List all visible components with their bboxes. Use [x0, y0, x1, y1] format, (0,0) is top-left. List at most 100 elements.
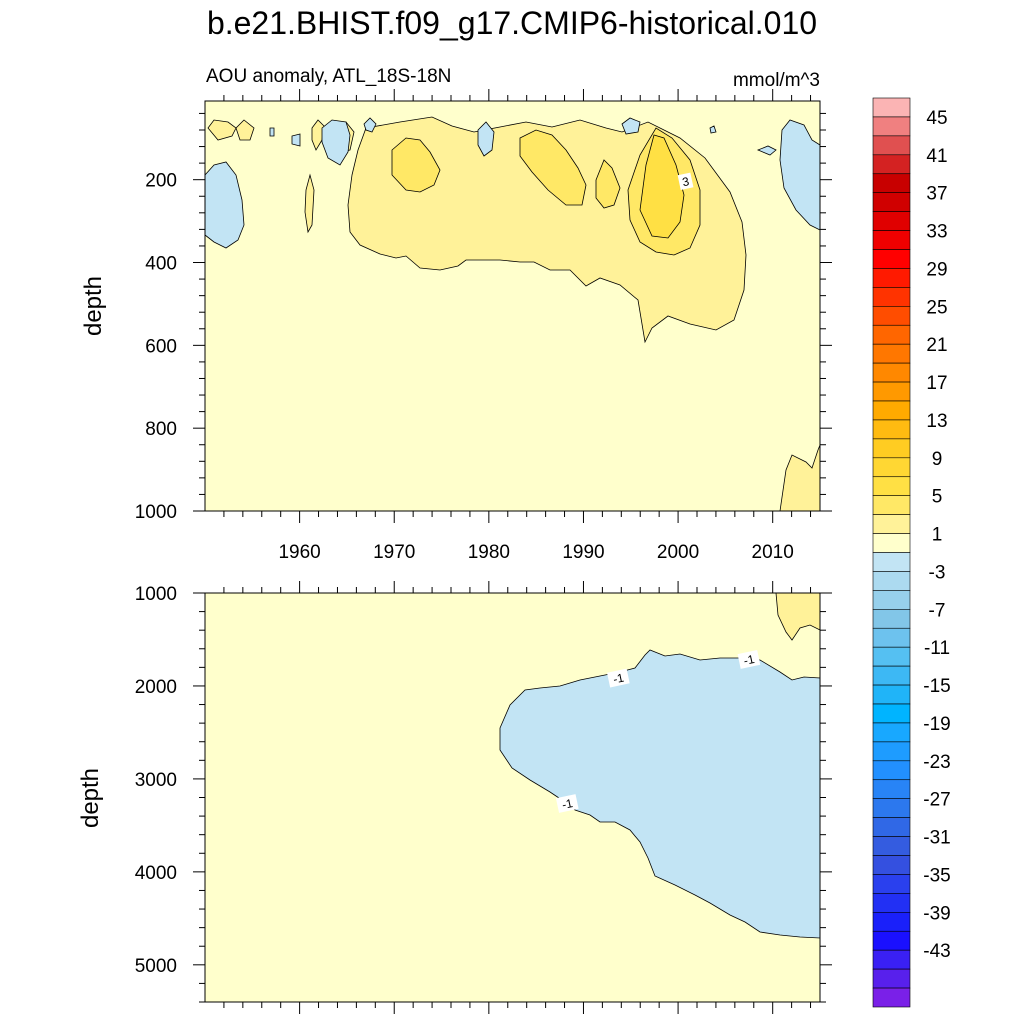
colorbar-swatch: [872, 324, 911, 345]
colorbar-swatch: [872, 287, 911, 307]
colorbar-swatch: [872, 343, 911, 364]
subtitle-units: mmol/m^3: [733, 70, 820, 91]
colorbar-swatch: [872, 571, 911, 591]
colorbar-swatch: [872, 760, 911, 781]
colorbar-swatch: [872, 249, 911, 269]
colorbar-swatch: [872, 665, 911, 686]
colorbar-swatch: [872, 116, 911, 137]
colorbar-swatch: [872, 268, 911, 288]
colorbar-swatch: [872, 381, 911, 402]
colorbar-swatch: [872, 722, 911, 743]
colorbar-swatch: [872, 476, 911, 496]
colorbar-label: 29: [926, 259, 947, 280]
upper-y-axis-label: depth: [80, 276, 107, 336]
colorbar-swatch: [872, 552, 911, 572]
contour-label: 3: [677, 172, 694, 190]
contour-region-negative: [756, 145, 777, 156]
x-tick-label: 1990: [562, 542, 604, 563]
contour-label-box: [555, 794, 579, 813]
colorbar-swatch: [872, 362, 911, 383]
contour-region-patch: [304, 173, 315, 234]
colorbar-label: 45: [926, 108, 947, 129]
colorbar-swatch: [872, 306, 911, 326]
y-tick-label: 3000: [135, 770, 177, 791]
colorbar-label: 5: [932, 487, 943, 508]
contour-label-text: -1: [561, 796, 575, 812]
colorbar-label: -31: [923, 828, 950, 849]
colorbar: 45 41 37 33 29 25 21 17 13 9 5 1 -3 -7 -11 -15 -19 -23 -27…: [872, 97, 951, 1008]
y-tick-label: 4000: [135, 863, 177, 884]
contour-label: -1: [607, 668, 630, 688]
colorbar-swatch: [872, 173, 911, 193]
colorbar-swatch: [872, 419, 911, 440]
colorbar-labels: 45 41 37 33 29 25 21 17 13 9 5 1 -3 -7 -11 -15 -19 -23 -27…: [923, 108, 950, 962]
lower-contour-labels: -1 -1 -1: [555, 650, 761, 813]
y-tick-label: 5000: [135, 956, 177, 977]
colorbar-swatch: [872, 930, 911, 951]
contour-region-patch: [595, 159, 621, 209]
colorbar-label: -15: [923, 676, 950, 697]
colorbar-swatch: [872, 590, 911, 610]
contour-region-patch: [519, 129, 587, 206]
upper-negative-contours: [204, 117, 821, 249]
colorbar-swatch: [872, 703, 911, 724]
x-tick-label: 2000: [657, 542, 699, 563]
colorbar-swatch: [872, 893, 911, 913]
contour-region-negative: [363, 117, 377, 133]
lower-y-axis-label: depth: [77, 768, 104, 828]
contour-region-negative: [477, 121, 495, 157]
upper-positive-contours: [207, 116, 821, 512]
colorbar-swatch: [872, 457, 911, 478]
y-tick-label: 1000: [135, 584, 177, 605]
y-tick-label: 600: [145, 336, 177, 357]
colorbar-label: -35: [923, 865, 950, 886]
colorbar-swatch: [872, 817, 911, 837]
x-tick-label: 1980: [468, 542, 510, 563]
lower-contour-panel: 1000 2000 3000 4000 5000 -1 -1 -1 depth: [77, 581, 832, 1014]
colorbar-label: 1: [932, 525, 943, 546]
contour-region-negative: [709, 125, 717, 134]
contour-region-patch: [391, 137, 441, 193]
contour-region-negative: [269, 127, 275, 137]
y-tick-label: 800: [145, 419, 177, 440]
colorbar-boxes: [872, 97, 911, 1008]
figure-title: b.e21.BHIST.f09_g17.CMIP6-historical.010: [207, 5, 817, 41]
colorbar-label: -19: [923, 714, 950, 735]
colorbar-swatch: [872, 798, 911, 818]
y-tick-label: 400: [145, 254, 177, 275]
colorbar-swatch: [872, 874, 911, 894]
colorbar-label: -23: [923, 752, 950, 773]
colorbar-swatch: [872, 230, 911, 250]
x-tick-label: 2010: [752, 542, 794, 563]
colorbar-swatch: [872, 779, 911, 799]
contour-label-box: [737, 650, 761, 669]
colorbar-swatch: [872, 514, 911, 534]
colorbar-swatch: [872, 135, 911, 156]
x-tick-label: 1960: [278, 542, 320, 563]
colorbar-swatch: [872, 533, 911, 553]
colorbar-label: -7: [929, 600, 946, 621]
colorbar-label: 17: [926, 373, 947, 394]
contour-region-negative: [204, 161, 245, 249]
contour-label-text: 3: [681, 174, 691, 189]
upper-contour-panel: 1960 1970 1980 1990 2000 2010 200 400 600 800 1000…: [80, 89, 832, 563]
y-tick-label: 2000: [135, 677, 177, 698]
upper-plot-frame: [204, 100, 821, 512]
contour-region-negative: [291, 133, 301, 147]
colorbar-label: -39: [923, 903, 950, 924]
contour-region-negative: [321, 119, 351, 166]
colorbar-swatch: [872, 855, 911, 875]
colorbar-swatch: [872, 684, 911, 705]
colorbar-label: -27: [923, 790, 950, 811]
colorbar-label: 13: [926, 411, 947, 432]
colorbar-swatch: [872, 438, 911, 459]
colorbar-swatch: [872, 968, 911, 989]
contour-label-text: -1: [612, 670, 626, 686]
lower-axis-ticks: 1000 2000 3000 4000 5000: [135, 581, 832, 1014]
upper-axis-ticks: 1960 1970 1980 1990 2000 2010 200 400 600 800 1000: [135, 89, 832, 563]
colorbar-label: 21: [926, 335, 947, 356]
colorbar-label: -43: [923, 941, 950, 962]
subtitle-left: AOU anomaly, ATL_18S-18N: [206, 66, 451, 87]
contour-label: -1: [737, 650, 761, 669]
contour-label-box: [677, 172, 694, 190]
